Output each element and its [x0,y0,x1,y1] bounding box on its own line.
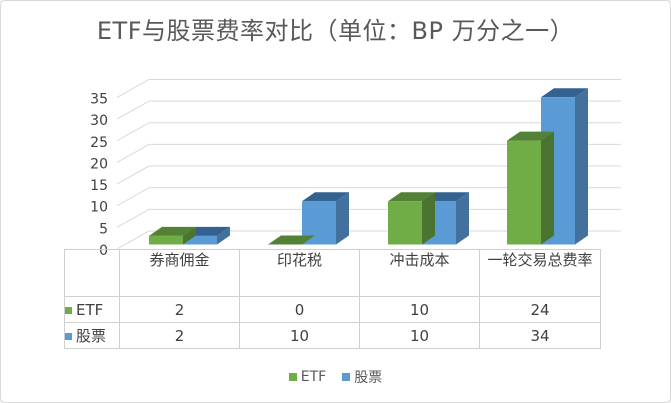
bar-side-ETF-3 [541,131,554,245]
data-table-wrap: 券商佣金 印花税 冲击成本 一轮交易总费率 ETF 2 0 10 24 股票 2 10 10 34 [64,249,601,349]
gridline [116,143,621,163]
bar-side-股票-2 [456,192,469,245]
legend-item-股票: 股票 [342,367,382,387]
y-axis-label: 35 [90,91,108,107]
y-axis-label: 25 [90,135,108,151]
bar-side-ETF-2 [422,192,435,245]
bar-top-ETF-0 [149,226,196,236]
table-row: ETF 2 0 10 24 [64,296,601,323]
table-cell: 2 [119,322,240,349]
table-cell: 0 [239,296,360,323]
legend-item-ETF: ETF [288,369,327,385]
gridline [116,78,621,98]
bar-side-股票-0 [217,226,230,245]
table-cell: 10 [239,322,360,349]
bar-ETF-0 [149,235,183,245]
data-table: 券商佣金 印花税 冲击成本 一轮交易总费率 ETF 2 0 10 24 股票 2 10 10 34 [64,249,601,349]
table-row: 股票 2 10 10 34 [64,322,601,349]
table-cell: 10 [359,296,480,323]
bar-side-股票-1 [336,192,349,245]
series-label-股票: 股票 [64,322,120,349]
gridline [116,165,621,185]
bar-top-ETF-2 [388,192,435,202]
table-cell: 34 [479,322,601,349]
y-axis-label: 15 [90,178,108,194]
legend: ETF 股票 [1,367,670,387]
series-marker-icon [65,333,72,340]
bar-股票-0 [183,235,217,245]
gridline [116,187,621,207]
bar-side-ETF-0 [183,226,196,245]
bar-side-股票-3 [575,88,588,245]
series-label-ETF: ETF [64,296,120,323]
series-marker-icon [65,306,72,314]
category-header: 印花税 [239,249,360,297]
gridline [116,100,621,120]
bar-top-股票-1 [302,192,349,202]
y-axis-label: 30 [90,113,108,129]
category-header: 冲击成本 [359,249,480,297]
legend-label: 股票 [354,370,383,386]
chart-title: ETF与股票费率对比（单位：BP 万分之一） [96,17,575,45]
gridline [116,122,621,142]
bar-top-ETF-3 [507,131,554,141]
bar-top-股票-3 [541,88,588,98]
bar-ETF-2 [388,201,422,245]
y-axis-label: 5 [99,221,108,237]
table-corner-blank [64,249,120,297]
table-cell: 10 [359,322,480,349]
category-header: 一轮交易总费率 [479,249,601,297]
legend-swatch-icon [342,373,351,381]
legend-label: ETF [300,369,327,385]
y-axis-label: 20 [90,156,108,172]
bar-ETF-1 [268,235,315,245]
category-header: 券商佣金 [119,249,240,297]
y-axis-label: 10 [90,200,108,216]
table-cell: 2 [119,296,240,323]
bar-ETF-3 [507,140,541,245]
legend-swatch-icon [288,373,297,381]
table-cell: 24 [479,296,601,323]
